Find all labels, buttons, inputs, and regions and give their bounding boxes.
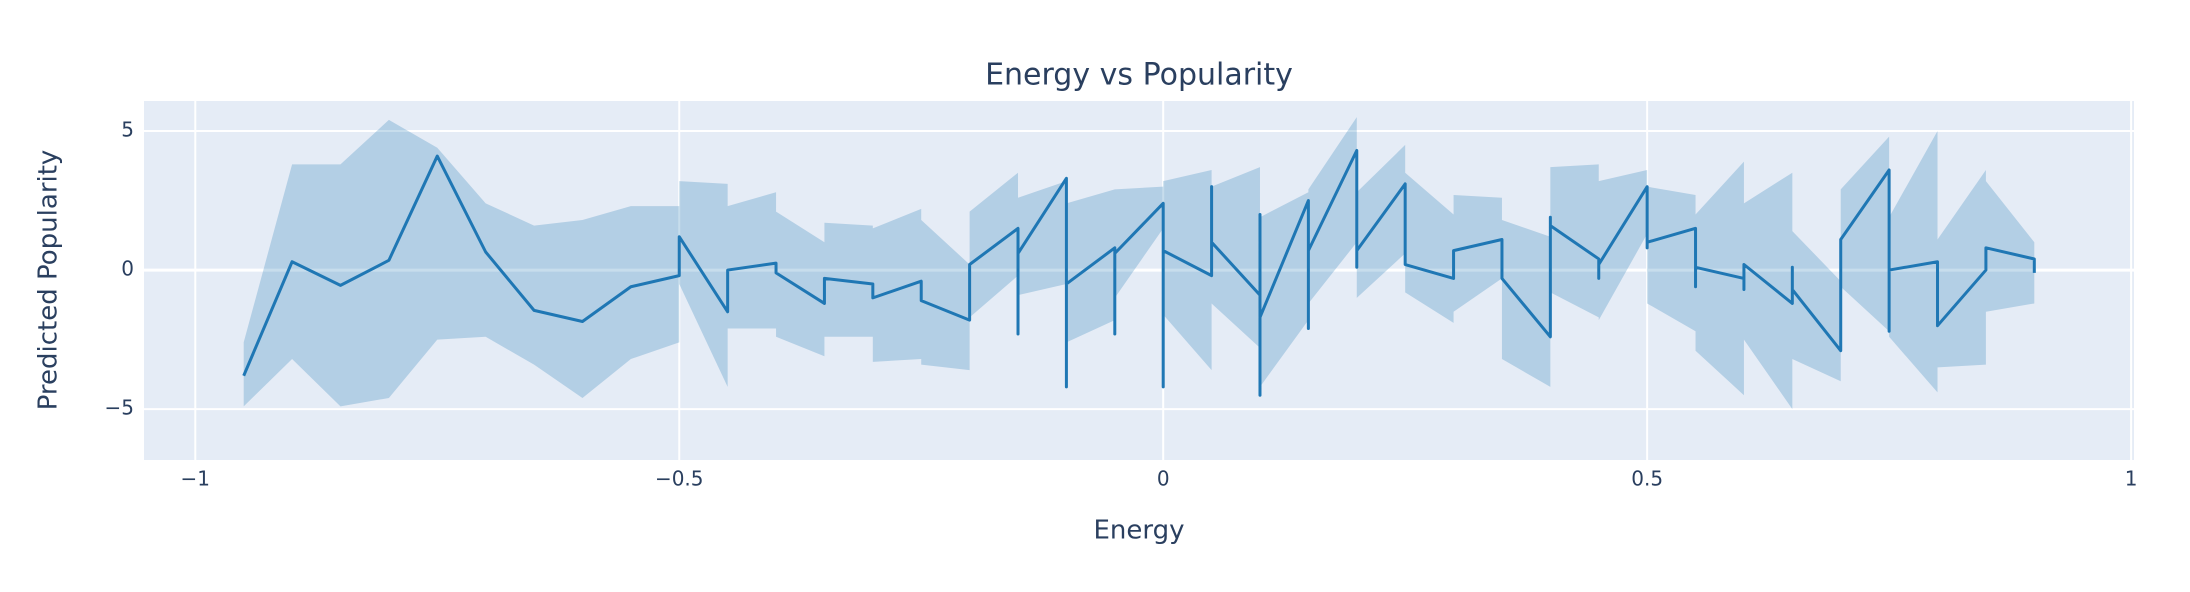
chart-title: Energy vs Popularity xyxy=(985,58,1293,93)
x-axis-title: Energy xyxy=(1093,516,1184,546)
x-tick-label: −0.5 xyxy=(655,467,704,491)
x-tick-label: 0 xyxy=(1157,467,1170,491)
line xyxy=(242,148,2036,397)
confidence-band xyxy=(243,117,2035,410)
plot-area xyxy=(144,101,2134,460)
x-tick-label: 1 xyxy=(2125,467,2138,491)
y-tick-label: 0 xyxy=(121,257,134,281)
x-tick-label: −1 xyxy=(181,467,210,491)
y-tick-label: 5 xyxy=(121,118,134,142)
y-tick-label: −5 xyxy=(105,396,134,420)
x-tick-label: 0.5 xyxy=(1631,467,1663,491)
y-axis-title: Predicted Popularity xyxy=(34,150,64,411)
